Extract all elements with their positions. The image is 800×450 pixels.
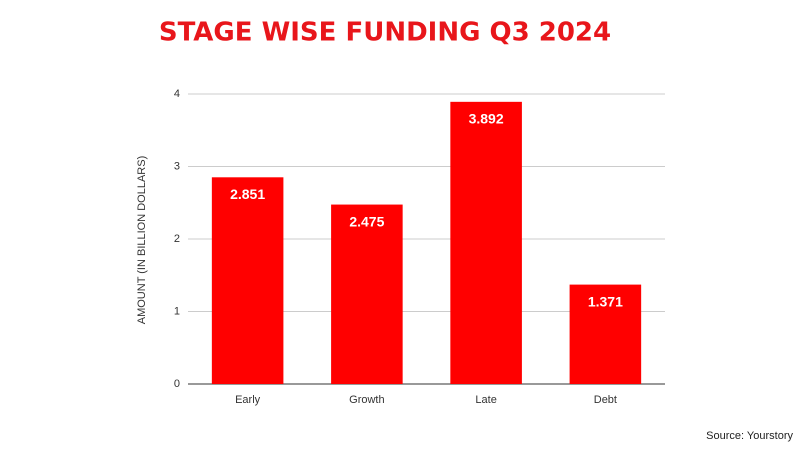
y-tick-label: 2 — [174, 233, 180, 245]
y-tick-label: 4 — [174, 88, 180, 100]
value-label: 1.371 — [588, 293, 623, 309]
chart-title: STAGE WISE FUNDING Q3 2024 — [159, 18, 611, 48]
source: Source: Yourstory — [706, 430, 793, 442]
x-tick-label: Growth — [349, 394, 384, 406]
bar — [331, 204, 403, 384]
bar — [450, 101, 522, 384]
bar — [211, 177, 284, 384]
bar — [569, 284, 642, 384]
x-tick-label: Early — [235, 394, 261, 406]
x-tick-label: Debt — [594, 394, 617, 406]
value-label: 2.475 — [349, 213, 384, 229]
x-tick-label: Late — [475, 394, 496, 406]
y-axis-label: AMOUNT (IN BILLION DOLLARS) — [136, 156, 148, 325]
value-label: 2.851 — [230, 186, 265, 202]
value-label: 3.892 — [469, 111, 504, 127]
y-tick-label: 0 — [174, 378, 180, 390]
y-tick-label: 3 — [174, 160, 180, 172]
y-tick-label: 1 — [174, 305, 180, 317]
